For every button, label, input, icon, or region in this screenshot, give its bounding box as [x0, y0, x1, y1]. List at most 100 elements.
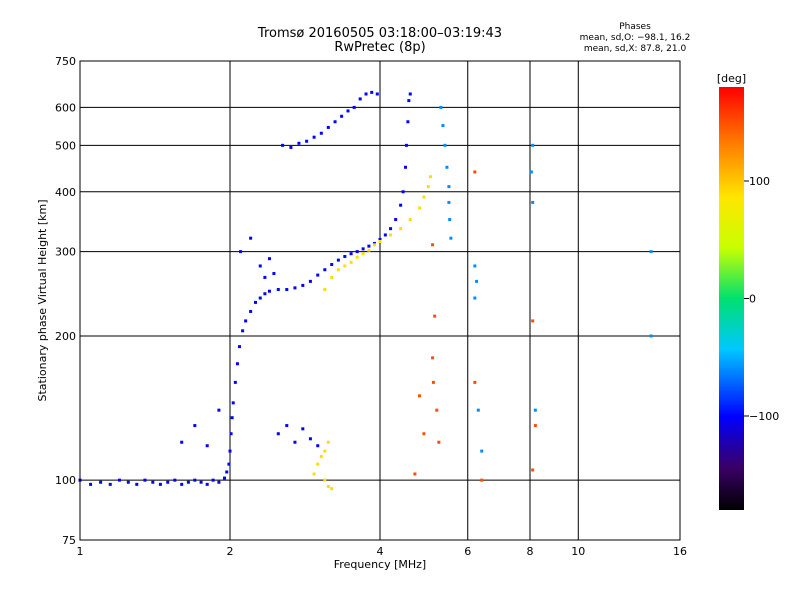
data-point	[413, 472, 417, 476]
data-point	[316, 462, 320, 466]
data-point	[361, 252, 365, 256]
data-point	[239, 250, 243, 254]
data-point	[238, 345, 242, 349]
data-point	[281, 143, 285, 147]
data-point	[258, 296, 262, 300]
data-point	[428, 175, 432, 179]
data-point	[316, 273, 320, 277]
data-point	[437, 440, 441, 444]
data-point	[389, 233, 393, 237]
data-point	[308, 279, 312, 283]
data-point	[312, 135, 316, 139]
x-axis-title: Frequency [MHz]	[334, 558, 426, 571]
data-point	[319, 455, 323, 459]
x-tick-label: 6	[464, 545, 471, 558]
data-point	[473, 170, 477, 174]
data-point	[367, 248, 371, 252]
data-point	[267, 257, 271, 261]
data-point	[407, 99, 411, 103]
data-point	[241, 329, 245, 333]
data-point	[349, 260, 353, 264]
y-tick-label: 200	[55, 330, 76, 343]
data-point	[531, 468, 535, 472]
data-point	[389, 227, 393, 231]
data-point	[217, 480, 221, 484]
data-point	[531, 143, 535, 147]
data-point	[480, 478, 484, 482]
data-point	[433, 314, 437, 318]
data-point	[217, 408, 221, 412]
data-point	[399, 227, 403, 231]
data-point	[399, 203, 403, 207]
data-point	[263, 275, 267, 279]
data-point	[441, 124, 445, 128]
colorbar-tick-label: 0	[749, 293, 756, 306]
data-point	[166, 480, 170, 484]
data-point	[186, 480, 190, 484]
data-point	[316, 444, 320, 448]
data-point	[480, 449, 484, 453]
data-point	[323, 449, 327, 453]
data-point	[439, 105, 443, 109]
data-point	[367, 244, 371, 248]
data-point	[211, 478, 215, 482]
x-tick-label: 10	[571, 545, 585, 558]
y-axis-title: Stationary phase Virtual Height [km]	[36, 199, 49, 401]
data-point	[323, 478, 327, 482]
data-point	[319, 131, 323, 135]
data-point	[529, 170, 533, 174]
data-point	[249, 309, 253, 313]
data-point	[333, 120, 337, 124]
y-tick-label: 400	[55, 186, 76, 199]
plot-frame	[79, 60, 681, 541]
data-point	[143, 478, 147, 482]
data-point	[267, 289, 271, 293]
data-point	[285, 424, 289, 428]
data-point	[531, 200, 535, 204]
chart-title: Tromsø 20160505 03:18:00–03:19:43	[257, 26, 503, 41]
x-tick-label: 16	[673, 545, 687, 558]
data-point	[422, 195, 426, 199]
data-point	[445, 165, 449, 169]
data-point	[346, 109, 350, 113]
data-point	[373, 243, 377, 247]
data-point	[258, 264, 262, 268]
data-point	[336, 268, 340, 272]
data-point	[272, 272, 276, 276]
data-point	[476, 408, 480, 412]
phase-x-stats: mean, sd,X: 87.8, 21.0	[583, 44, 687, 54]
data-point	[326, 484, 330, 488]
data-point	[330, 487, 334, 491]
data-point	[473, 264, 477, 268]
phase-statistics: Phases mean, sd,O: −98.1, 16.2 mean, sd,…	[560, 22, 710, 55]
colorbar-unit: [deg]	[717, 72, 746, 85]
data-point	[343, 255, 347, 259]
data-point	[533, 424, 537, 428]
data-point	[326, 125, 330, 129]
data-point	[285, 288, 289, 292]
data-point	[173, 478, 177, 482]
data-point	[244, 319, 248, 323]
data-point	[431, 380, 435, 384]
data-point	[340, 114, 344, 118]
data-point	[383, 233, 387, 237]
data-point	[370, 90, 374, 94]
data-point	[193, 424, 197, 428]
data-point	[289, 145, 293, 149]
data-point	[449, 236, 453, 240]
chart-subtitle: RwPretec (8p)	[334, 40, 426, 55]
data-point	[99, 480, 103, 484]
data-point	[408, 218, 412, 222]
data-point	[404, 143, 408, 147]
data-point	[349, 252, 353, 256]
x-tick-label: 1	[77, 545, 84, 558]
data-point	[151, 480, 155, 484]
colorbar-tick-label: 100	[749, 175, 770, 188]
y-tick-label: 100	[55, 474, 76, 487]
colorbar-gradient	[719, 87, 744, 510]
data-point	[293, 440, 297, 444]
x-tick-label: 8	[527, 545, 534, 558]
data-point	[135, 482, 139, 486]
data-point	[533, 408, 537, 412]
grid-lines	[80, 61, 680, 540]
